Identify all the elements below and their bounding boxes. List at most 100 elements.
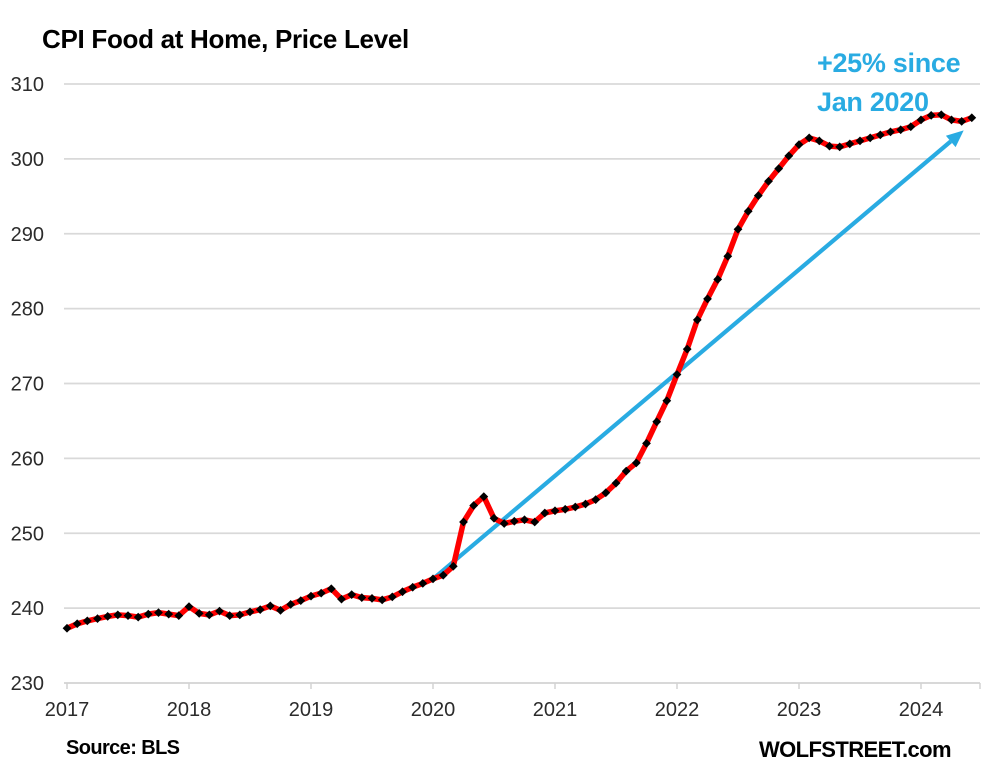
data-point-marker bbox=[804, 133, 814, 143]
data-point-marker bbox=[520, 515, 529, 525]
data-point-marker bbox=[367, 594, 377, 603]
data-point-marker bbox=[530, 517, 540, 527]
data-point-marker bbox=[337, 594, 346, 604]
y-axis-label: 260 bbox=[11, 448, 44, 470]
price-series-markers bbox=[62, 110, 977, 633]
chart-title: CPI Food at Home, Price Level bbox=[42, 24, 409, 54]
data-point-marker bbox=[377, 595, 387, 605]
data-point-marker bbox=[591, 495, 601, 504]
data-point-marker bbox=[286, 600, 296, 609]
data-point-marker bbox=[896, 125, 906, 135]
y-axis-label: 270 bbox=[11, 374, 44, 396]
y-axis-label: 250 bbox=[11, 523, 44, 545]
data-point-marker bbox=[113, 610, 123, 620]
data-point-marker bbox=[784, 151, 794, 161]
data-point-marker bbox=[957, 117, 967, 126]
data-point-marker bbox=[764, 176, 773, 186]
data-point-marker bbox=[469, 501, 479, 510]
x-axis-label: 2023 bbox=[777, 699, 822, 721]
x-axis-label: 2018 bbox=[167, 699, 212, 721]
data-point-marker bbox=[845, 139, 855, 149]
data-point-marker bbox=[103, 612, 113, 621]
data-point-marker bbox=[967, 113, 977, 123]
data-point-marker bbox=[93, 614, 102, 623]
data-point-marker bbox=[499, 519, 509, 528]
x-axis-label: 2021 bbox=[533, 699, 578, 721]
data-point-marker bbox=[448, 561, 458, 571]
data-point-marker bbox=[611, 478, 621, 488]
data-point-marker bbox=[184, 602, 194, 611]
data-point-marker bbox=[570, 502, 580, 512]
data-point-marker bbox=[509, 516, 519, 526]
data-point-marker bbox=[560, 504, 570, 514]
arrow-shaft bbox=[431, 139, 953, 581]
data-point-marker bbox=[72, 619, 82, 629]
y-axis-label: 300 bbox=[11, 149, 44, 171]
y-axis-label: 240 bbox=[11, 598, 44, 620]
annotation-line2: Jan 2020 bbox=[817, 87, 929, 117]
data-point-marker bbox=[357, 593, 367, 602]
data-point-marker bbox=[774, 164, 784, 173]
data-point-marker bbox=[825, 141, 834, 151]
arrow-head bbox=[945, 130, 964, 148]
data-point-marker bbox=[916, 115, 926, 125]
x-axis-label: 2020 bbox=[411, 699, 456, 721]
data-point-marker bbox=[418, 579, 428, 588]
x-axis bbox=[64, 682, 981, 689]
data-point-marker bbox=[245, 607, 255, 617]
data-point-marker bbox=[174, 611, 184, 620]
y-axis-label: 280 bbox=[11, 299, 44, 321]
data-point-marker bbox=[926, 111, 936, 120]
data-point-marker bbox=[154, 608, 163, 617]
data-point-marker bbox=[215, 606, 224, 616]
data-point-marker bbox=[672, 370, 682, 379]
gridlines bbox=[64, 83, 980, 610]
data-point-marker bbox=[875, 130, 885, 140]
data-point-marker bbox=[479, 492, 489, 501]
data-point-marker bbox=[316, 588, 326, 598]
data-point-marker bbox=[743, 206, 753, 216]
data-point-marker bbox=[906, 122, 916, 132]
price-line bbox=[64, 111, 975, 632]
data-point-marker bbox=[387, 592, 397, 602]
data-point-marker bbox=[865, 133, 875, 143]
data-point-marker bbox=[438, 570, 448, 580]
data-point-marker bbox=[631, 458, 641, 468]
data-point-marker bbox=[428, 574, 438, 584]
axis-labels: 230 240 250 260 270 280 290 300 310 2017 2018 2019 2… bbox=[11, 74, 944, 721]
data-point-marker bbox=[835, 142, 845, 152]
data-point-marker bbox=[82, 616, 92, 626]
brand-label: WOLFSTREET.com bbox=[759, 737, 951, 762]
data-point-marker bbox=[296, 596, 306, 605]
data-point-marker bbox=[947, 115, 956, 125]
data-point-marker bbox=[306, 591, 316, 601]
data-point-marker bbox=[235, 610, 245, 620]
data-point-marker bbox=[276, 606, 285, 615]
data-point-marker bbox=[723, 251, 733, 261]
data-point-marker bbox=[489, 513, 499, 523]
data-point-marker bbox=[265, 601, 275, 611]
source-label: Source: BLS bbox=[66, 737, 180, 759]
data-point-marker bbox=[662, 396, 672, 406]
data-point-marker bbox=[225, 611, 235, 620]
data-point-marker bbox=[621, 466, 631, 476]
data-point-marker bbox=[703, 294, 712, 304]
data-point-marker bbox=[753, 191, 763, 200]
data-point-marker bbox=[123, 611, 133, 620]
data-point-marker bbox=[408, 582, 418, 592]
data-point-marker bbox=[936, 110, 946, 120]
data-point-marker bbox=[886, 127, 895, 137]
data-point-marker bbox=[855, 136, 865, 146]
data-point-marker bbox=[204, 610, 214, 620]
data-point-marker bbox=[540, 508, 550, 518]
x-axis-label: 2024 bbox=[899, 699, 944, 721]
data-point-marker bbox=[459, 517, 468, 527]
data-point-marker bbox=[133, 612, 143, 622]
data-point-marker bbox=[326, 584, 336, 594]
data-point-marker bbox=[194, 609, 204, 618]
data-point-marker bbox=[550, 506, 560, 516]
data-point-marker bbox=[652, 417, 662, 427]
y-axis-label: 230 bbox=[11, 673, 44, 695]
data-point-marker bbox=[143, 609, 153, 619]
